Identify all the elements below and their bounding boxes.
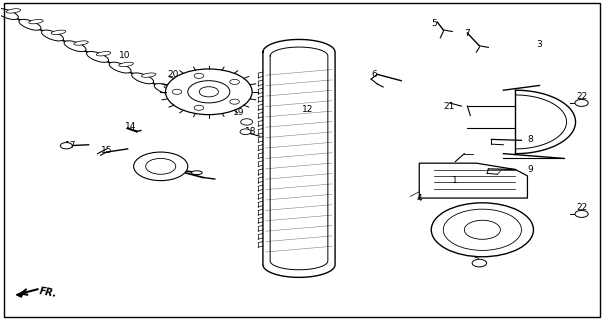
- Text: 1: 1: [452, 176, 458, 185]
- Text: 18: 18: [245, 127, 257, 136]
- Ellipse shape: [109, 62, 131, 73]
- Ellipse shape: [97, 52, 111, 56]
- Ellipse shape: [29, 20, 43, 24]
- Circle shape: [443, 209, 521, 251]
- Circle shape: [472, 259, 487, 267]
- Circle shape: [194, 105, 204, 110]
- Ellipse shape: [6, 9, 21, 13]
- Text: 5: 5: [431, 19, 437, 28]
- Circle shape: [230, 99, 239, 104]
- Text: 16: 16: [176, 165, 187, 174]
- Ellipse shape: [42, 30, 63, 41]
- Circle shape: [188, 81, 230, 103]
- Ellipse shape: [141, 73, 156, 77]
- Text: 10: 10: [119, 51, 130, 60]
- Circle shape: [240, 129, 251, 135]
- Ellipse shape: [64, 41, 86, 52]
- Circle shape: [194, 73, 204, 78]
- Ellipse shape: [191, 171, 202, 175]
- Ellipse shape: [177, 94, 199, 105]
- Text: 3: 3: [536, 40, 542, 49]
- Ellipse shape: [0, 9, 18, 20]
- Ellipse shape: [51, 30, 66, 35]
- Polygon shape: [16, 291, 24, 297]
- Circle shape: [230, 79, 239, 84]
- Text: 11: 11: [200, 83, 211, 92]
- Ellipse shape: [154, 84, 176, 94]
- Circle shape: [240, 119, 252, 125]
- Circle shape: [133, 152, 188, 180]
- Text: 22: 22: [576, 203, 587, 212]
- Text: 20: 20: [167, 70, 178, 79]
- Text: 8: 8: [527, 135, 533, 144]
- Text: 12: 12: [303, 105, 313, 114]
- Text: 13: 13: [149, 165, 161, 174]
- Circle shape: [464, 220, 500, 239]
- Ellipse shape: [19, 19, 41, 30]
- Circle shape: [146, 158, 176, 174]
- Circle shape: [575, 100, 588, 106]
- Text: 7: 7: [464, 28, 470, 38]
- Circle shape: [172, 89, 182, 94]
- Circle shape: [575, 211, 588, 217]
- Ellipse shape: [187, 94, 201, 99]
- Text: 2: 2: [474, 257, 479, 266]
- Circle shape: [60, 142, 72, 149]
- Ellipse shape: [74, 41, 88, 45]
- Text: 22: 22: [576, 92, 587, 101]
- Text: 19: 19: [233, 108, 245, 117]
- Text: 14: 14: [125, 122, 137, 131]
- Text: 15: 15: [101, 146, 112, 155]
- Text: 4: 4: [416, 194, 422, 203]
- Circle shape: [431, 203, 533, 257]
- Circle shape: [165, 69, 252, 115]
- Circle shape: [199, 87, 219, 97]
- Ellipse shape: [119, 62, 133, 67]
- Text: 21: 21: [443, 101, 455, 111]
- Text: FR.: FR.: [39, 286, 58, 299]
- Text: 17: 17: [65, 141, 76, 150]
- Ellipse shape: [164, 84, 178, 88]
- Ellipse shape: [86, 52, 109, 62]
- Ellipse shape: [132, 73, 153, 84]
- Text: 6: 6: [371, 70, 377, 79]
- Text: 9: 9: [527, 165, 533, 174]
